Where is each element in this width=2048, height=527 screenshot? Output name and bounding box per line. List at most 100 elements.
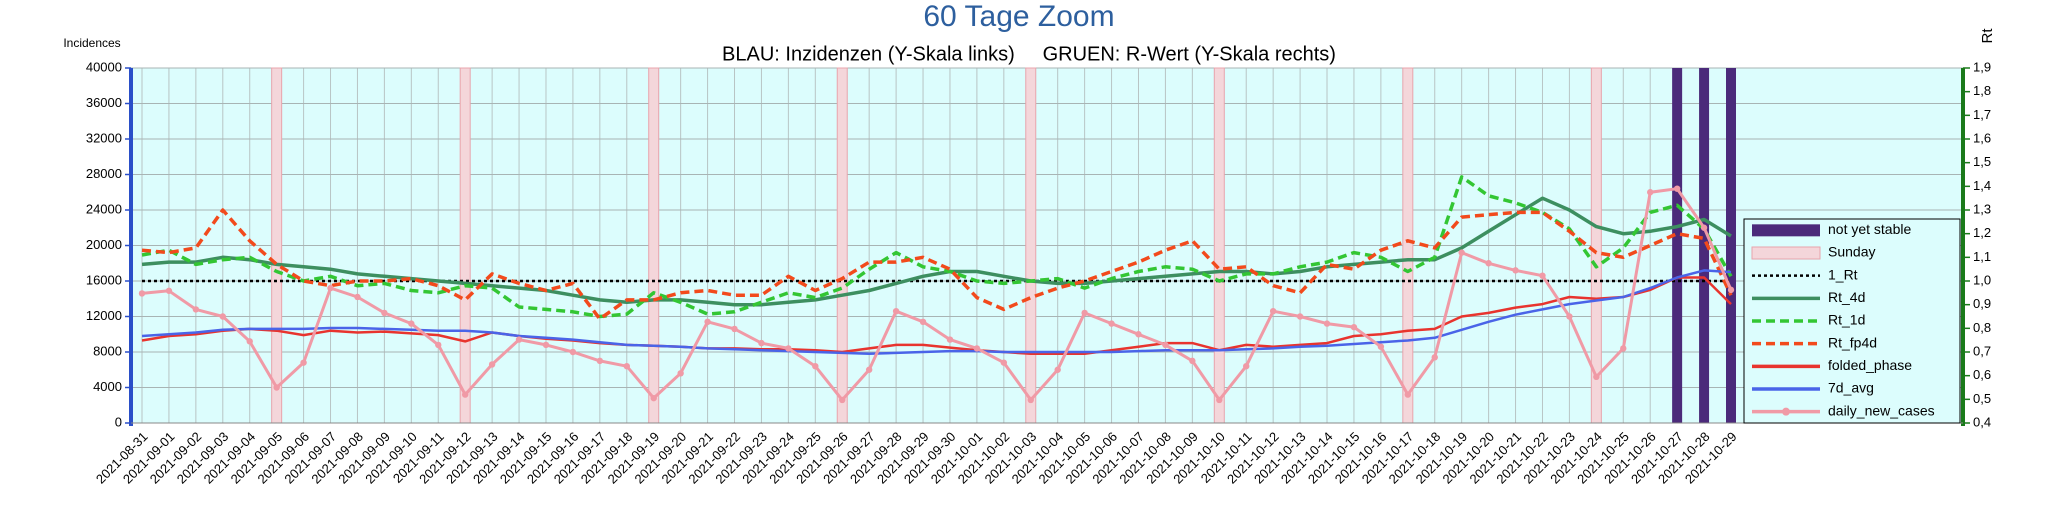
legend-label: 1_Rt [1828, 266, 1858, 282]
data-point [596, 357, 604, 365]
data-point [219, 313, 226, 320]
data-point [327, 284, 334, 292]
bar [836, 67, 848, 424]
chart-subtitle: BLAU: Inzidenzen (Y-Skala links) GRUEN: … [722, 43, 1336, 65]
y2-tick-label: 1,5 [1973, 154, 1991, 169]
data-point [569, 348, 577, 356]
data-point [1485, 260, 1492, 267]
series-line [141, 276, 1732, 356]
chart-title: 60 Tage Zoom [923, 0, 1114, 33]
data-point [650, 394, 657, 402]
y-tick-label: 20000 [86, 237, 122, 252]
data-point [1108, 320, 1115, 327]
data-point [1027, 396, 1034, 404]
data-point [1512, 267, 1519, 274]
data-point [1054, 366, 1061, 373]
bar [1672, 68, 1683, 423]
y2-tick-label: 0,4 [1973, 414, 1991, 429]
data-point [677, 370, 684, 377]
data-point [1593, 373, 1600, 381]
data-point [865, 366, 873, 373]
y2-tick-label: 0,8 [1973, 320, 1991, 335]
y2-tick-label: 0,9 [1973, 296, 1991, 311]
data-point [919, 318, 927, 326]
y2-tick-label: 1,4 [1973, 178, 1991, 193]
data-point [1539, 272, 1546, 279]
y2-tick-label: 1,1 [1973, 249, 1991, 264]
data-point [515, 336, 523, 343]
data-point [192, 306, 200, 313]
bar [648, 67, 660, 424]
data-point [1323, 320, 1331, 327]
bar [1213, 67, 1225, 424]
y2-tick-label: 1,6 [1973, 130, 1991, 145]
y2-tick-label: 0,5 [1973, 391, 1991, 406]
data-point [973, 345, 981, 352]
data-point [408, 320, 415, 327]
bar [1402, 67, 1414, 424]
y2-tick-label: 0,7 [1973, 343, 1991, 358]
data-point [1377, 343, 1385, 350]
data-point [1296, 313, 1304, 320]
data-point [273, 384, 280, 391]
legend-marker [1782, 407, 1790, 416]
data-point [300, 359, 307, 366]
y2-tick-label: 1,3 [1973, 201, 1991, 216]
y2-tick-label: 1,9 [1973, 59, 1991, 74]
data-point [1135, 331, 1142, 338]
legend-label: Rt_fp4d [1828, 334, 1877, 350]
y-tick-label: 4000 [93, 379, 122, 394]
data-point [1620, 345, 1627, 352]
data-point [488, 361, 496, 368]
y-tick-label: 0 [115, 414, 122, 429]
data-point [1727, 286, 1735, 294]
y2-tick-label: 0,6 [1973, 367, 1991, 382]
legend-label: daily_new_cases [1828, 402, 1935, 418]
data-point [461, 391, 469, 398]
data-point [946, 336, 954, 343]
series-line [141, 208, 1733, 321]
y-tick-label: 16000 [86, 272, 122, 287]
data-point [1269, 307, 1277, 315]
data-point [1243, 363, 1250, 370]
y-tick-label: 36000 [86, 95, 122, 110]
bar [271, 67, 283, 424]
series-line [141, 175, 1733, 319]
data-point [892, 307, 900, 315]
data-point [839, 396, 846, 404]
data-point [138, 290, 146, 297]
y-tick-label: 40000 [86, 59, 122, 74]
data-point [1000, 359, 1008, 366]
y-tick-label: 28000 [86, 166, 122, 181]
data-point [165, 287, 173, 294]
y2-tick-label: 1,8 [1973, 83, 1991, 98]
series-line [141, 269, 1732, 356]
data-point [704, 318, 711, 326]
data-point [812, 363, 819, 370]
y-axis-label: Incidences [63, 36, 120, 50]
legend-label: folded_phase [1828, 357, 1912, 373]
legend-label: Sunday [1828, 244, 1875, 260]
legend-swatch [1752, 224, 1820, 237]
data-point [1647, 189, 1654, 196]
legend-label: Rt_4d [1828, 289, 1865, 305]
legend-label: Rt_1d [1828, 312, 1865, 328]
y2-tick-label: 1,7 [1973, 107, 1991, 122]
data-point [623, 363, 630, 370]
data-point [1189, 357, 1196, 365]
data-point [1216, 396, 1223, 404]
bar [1726, 68, 1736, 423]
y2-tick-label: 1,0 [1973, 272, 1991, 287]
legend-swatch [1751, 246, 1821, 260]
legend-label: not yet stable [1828, 221, 1911, 237]
data-point [785, 345, 792, 352]
data-point [354, 293, 361, 301]
data-point [1162, 341, 1169, 349]
y-tick-label: 32000 [86, 130, 122, 145]
y-tick-label: 12000 [86, 308, 122, 323]
series-line [141, 187, 1733, 402]
data-point [758, 339, 765, 347]
data-point [1431, 354, 1438, 361]
